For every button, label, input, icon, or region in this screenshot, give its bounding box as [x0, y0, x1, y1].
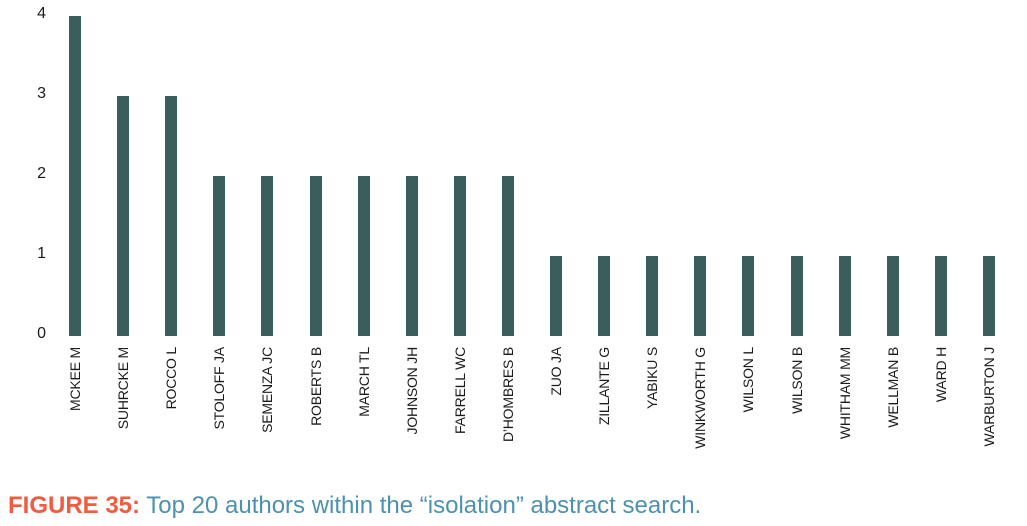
- bar: [838, 256, 851, 336]
- x-axis-label: JOHNSON JH: [403, 347, 420, 435]
- x-axis-label: WINKWORTH G: [692, 347, 709, 449]
- bar: [117, 96, 130, 336]
- x-axis-label: WILSON B: [788, 347, 805, 414]
- plot-area: 0 1 2 3 4 MCKEE M SUHRCKE M ROCCO L STOLOFF JA SE…: [37, 5, 997, 449]
- x-axis-label: WHITHAM MM: [836, 347, 853, 440]
- bar: [69, 16, 81, 336]
- bar: [694, 256, 707, 336]
- x-axis-label: WARD H: [932, 347, 949, 403]
- bar: [501, 176, 514, 336]
- bar: [742, 256, 755, 336]
- x-axis-label: WILSON L: [740, 347, 757, 413]
- bar: [550, 256, 562, 336]
- bar: [790, 256, 803, 336]
- x-axis-label: WARBURTON J: [980, 347, 997, 447]
- y-axis-tick-label: 4: [37, 5, 46, 22]
- x-axis-label: SEMENZA JC: [259, 347, 276, 433]
- x-axis-label: ZILLANTE G: [596, 347, 613, 426]
- x-axis-label: MARCH TL: [355, 347, 372, 417]
- y-axis-tick-label: 0: [37, 325, 46, 342]
- bar: [453, 176, 466, 336]
- x-axis-label: SUHRCKE M: [115, 347, 132, 430]
- x-axis-label: ROCCO L: [163, 347, 180, 410]
- x-axis-label: FARRELL WC: [451, 347, 468, 434]
- y-axis-tick-label: 1: [37, 245, 46, 262]
- x-axis-label: STOLOFF JA: [211, 347, 228, 430]
- bar: [261, 176, 274, 336]
- bar: [309, 176, 322, 336]
- x-axis-label: ZUO JA: [548, 347, 564, 396]
- x-axis-label: MCKEE M: [67, 347, 83, 411]
- figure-caption: FIGURE 35: Top 20 authors within the “is…: [8, 492, 701, 520]
- bar: [357, 176, 370, 336]
- y-axis-tick-label: 2: [37, 165, 46, 182]
- caption-text: Top 20 authors within the “isolation” ab…: [146, 492, 702, 519]
- bar: [213, 176, 226, 336]
- x-axis-label: ROBERTS B: [307, 347, 324, 426]
- bar: [598, 256, 611, 336]
- bar: [405, 176, 418, 336]
- x-axis-label: D’HOMBRES B: [499, 347, 516, 443]
- bar: [934, 256, 947, 336]
- x-axis-label: WELLMAN B: [884, 347, 901, 428]
- bar: [646, 256, 659, 336]
- caption-label: FIGURE 35:: [8, 492, 141, 519]
- bar: [165, 96, 178, 336]
- bar: [982, 256, 995, 336]
- x-axis-label: YABIKU S: [644, 347, 661, 409]
- bar: [886, 256, 899, 336]
- y-axis-tick-label: 3: [37, 85, 46, 102]
